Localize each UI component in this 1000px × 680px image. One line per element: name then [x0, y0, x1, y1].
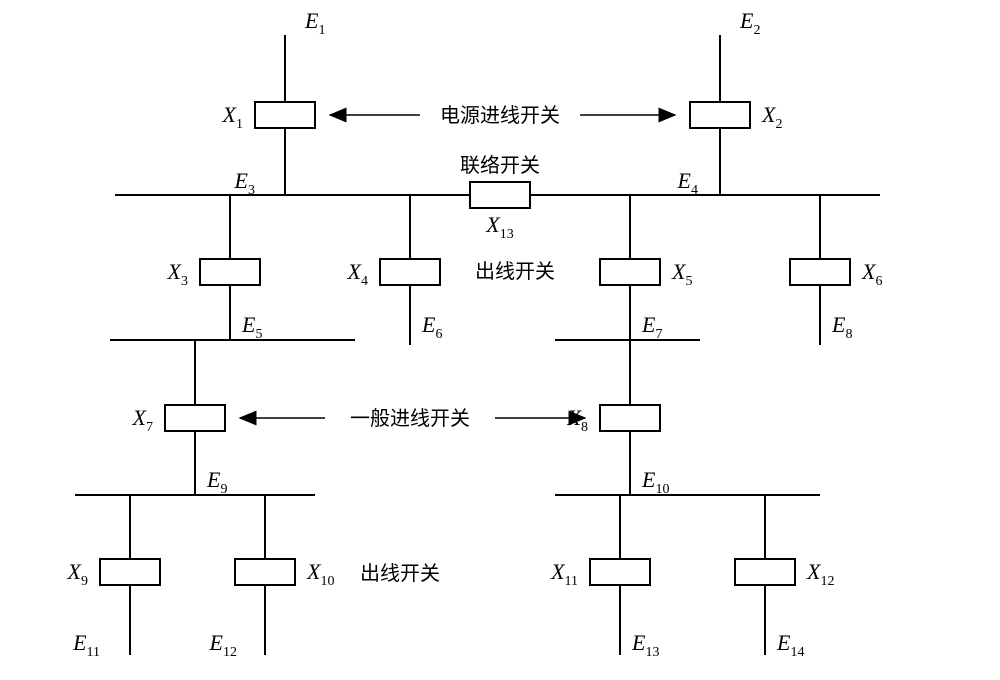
node-label-e12: E12 — [209, 630, 237, 660]
switch-label-x6: X6 — [861, 259, 882, 289]
switch-x12 — [735, 559, 795, 585]
switch-x10 — [235, 559, 295, 585]
switch-x4 — [380, 259, 440, 285]
node-label-e1: E1 — [304, 8, 325, 38]
node-label-e8: E8 — [831, 312, 852, 342]
switch-label-x9: X9 — [67, 559, 88, 589]
power-distribution-diagram: X1 X2 X13 X3 X4 X5 X6 X7 X8 X9 X10 X11 X12 E1 E2 E3 E4 E… — [0, 0, 1000, 680]
switch-label-x5: X5 — [671, 259, 692, 289]
switch-x9 — [100, 559, 160, 585]
node-label-e3: E3 — [234, 168, 255, 198]
switch-x3 — [200, 259, 260, 285]
switch-label-x2: X2 — [761, 102, 782, 132]
node-label-e10: E10 — [641, 467, 669, 497]
node-label-e6: E6 — [421, 312, 442, 342]
node-label-e14: E14 — [776, 630, 804, 660]
switch-x11 — [590, 559, 650, 585]
switch-label-x11: X11 — [550, 559, 578, 589]
node-label-e5: E5 — [241, 312, 262, 342]
switch-x6 — [790, 259, 850, 285]
switch-x1 — [255, 102, 315, 128]
switch-x5 — [600, 259, 660, 285]
switch-x8 — [600, 405, 660, 431]
switch-label-x7: X7 — [132, 405, 153, 435]
annotation-outgoing2: 出线开关 — [360, 562, 440, 585]
node-label-e11: E11 — [72, 630, 100, 660]
switch-x2 — [690, 102, 750, 128]
annotation-tie: 联络开关 — [460, 154, 540, 177]
node-label-e9: E9 — [206, 467, 227, 497]
switch-label-x13: X13 — [485, 212, 513, 242]
annotation-outgoing1: 出线开关 — [475, 260, 555, 283]
switch-label-x3: X3 — [167, 259, 188, 289]
annotation-gen_inlet: 一般进线开关 — [350, 407, 470, 430]
switch-label-x8: X8 — [567, 405, 588, 435]
annotation-src_inlet: 电源进线开关 — [440, 104, 560, 127]
switch-label-x12: X12 — [806, 559, 834, 589]
node-label-e13: E13 — [631, 630, 659, 660]
switch-x13 — [470, 182, 530, 208]
switch-label-x10: X10 — [306, 559, 334, 589]
node-label-e2: E2 — [739, 8, 760, 38]
node-label-e4: E4 — [677, 168, 698, 198]
switch-x7 — [165, 405, 225, 431]
switch-label-x4: X4 — [347, 259, 368, 289]
node-label-e7: E7 — [641, 312, 662, 342]
switch-label-x1: X1 — [222, 102, 243, 132]
